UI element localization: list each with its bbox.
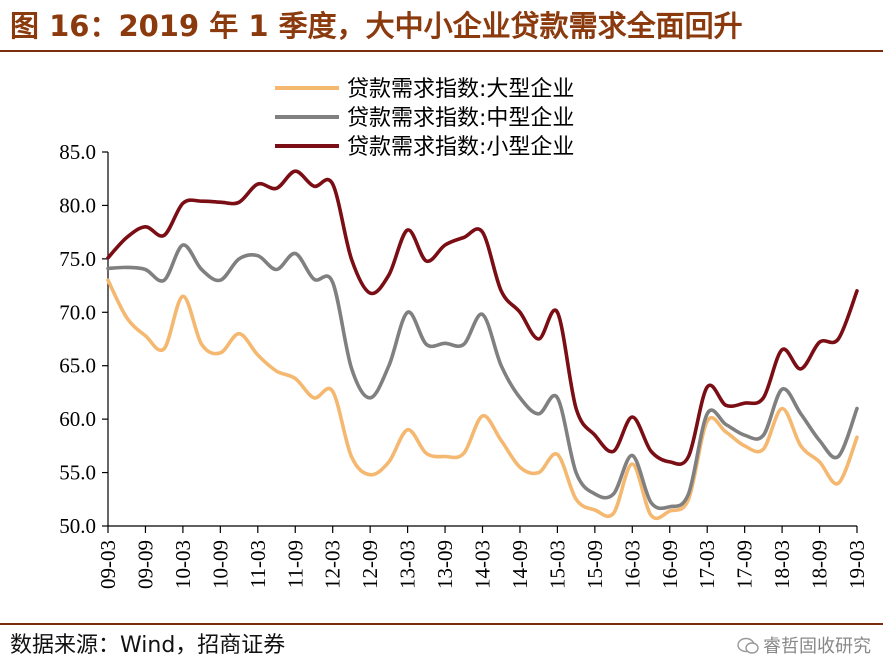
series-layer (106, 169, 859, 521)
legend-label: 贷款需求指数:小型企业 (347, 135, 574, 160)
y-tick-label: 85.0 (59, 140, 96, 164)
line-chart: 50.0 55.0 60.0 65.0 70.0 75.0 80.0 85.0 09-03 09-… (59, 77, 869, 589)
x-tick-label: 16-09 (658, 540, 682, 589)
legend-item-large: 贷款需求指数:大型企业 (275, 77, 574, 102)
x-tick-label: 17-03 (695, 540, 719, 589)
y-tick-label: 70.0 (59, 300, 96, 324)
chart-axes: 50.0 55.0 60.0 65.0 70.0 75.0 80.0 85.0 09-03 09-… (59, 140, 869, 589)
wechat-icon (737, 637, 759, 654)
series-line-medium (106, 243, 859, 511)
y-tick-label: 50.0 (59, 514, 96, 538)
chart-title: 图 16：2019 年 1 季度，大中小企业贷款需求全面回升 (10, 9, 743, 43)
x-tick-label: 14-09 (508, 540, 532, 589)
y-tick-label: 60.0 (59, 407, 96, 431)
watermark: 睿哲固收研究 (737, 632, 871, 662)
x-tick-label: 18-09 (808, 540, 832, 589)
x-tick-label: 10-03 (171, 540, 195, 589)
legend-label: 贷款需求指数:中型企业 (347, 106, 574, 131)
x-tick-label: 09-03 (96, 540, 120, 589)
legend-item-medium: 贷款需求指数:中型企业 (275, 106, 574, 131)
y-tick-label: 75.0 (59, 247, 96, 271)
x-tick-label: 15-09 (583, 540, 607, 589)
title-divider (0, 50, 883, 52)
x-tick-label: 10-09 (208, 540, 232, 589)
x-tick-label: 16-03 (620, 540, 644, 589)
x-tick-label: 15-03 (545, 540, 569, 589)
series-line-small (106, 169, 859, 467)
x-tick-label: 17-09 (733, 540, 757, 589)
x-tick-label: 14-03 (471, 540, 495, 589)
x-tick-label: 11-03 (246, 540, 270, 588)
y-tick-label: 65.0 (59, 354, 96, 378)
x-tick-label: 13-03 (396, 540, 420, 589)
y-tick-label: 80.0 (59, 193, 96, 217)
legend-item-small: 贷款需求指数:小型企业 (275, 135, 574, 160)
x-tick-label: 12-03 (321, 540, 345, 589)
legend-label: 贷款需求指数:大型企业 (347, 77, 574, 102)
watermark-text: 睿哲固收研究 (763, 636, 871, 657)
footer-divider (0, 623, 883, 625)
y-tick-label: 55.0 (59, 461, 96, 485)
source-note: 数据来源：Wind，招商证券 (10, 633, 286, 658)
x-tick-label: 12-09 (358, 540, 382, 589)
x-tick-label: 18-03 (770, 540, 794, 589)
x-tick-label: 13-09 (433, 540, 457, 589)
series-line-large (106, 278, 859, 521)
x-tick-label: 09-09 (133, 540, 157, 589)
x-tick-label: 11-09 (283, 540, 307, 588)
x-tick-label: 19-03 (845, 540, 869, 589)
